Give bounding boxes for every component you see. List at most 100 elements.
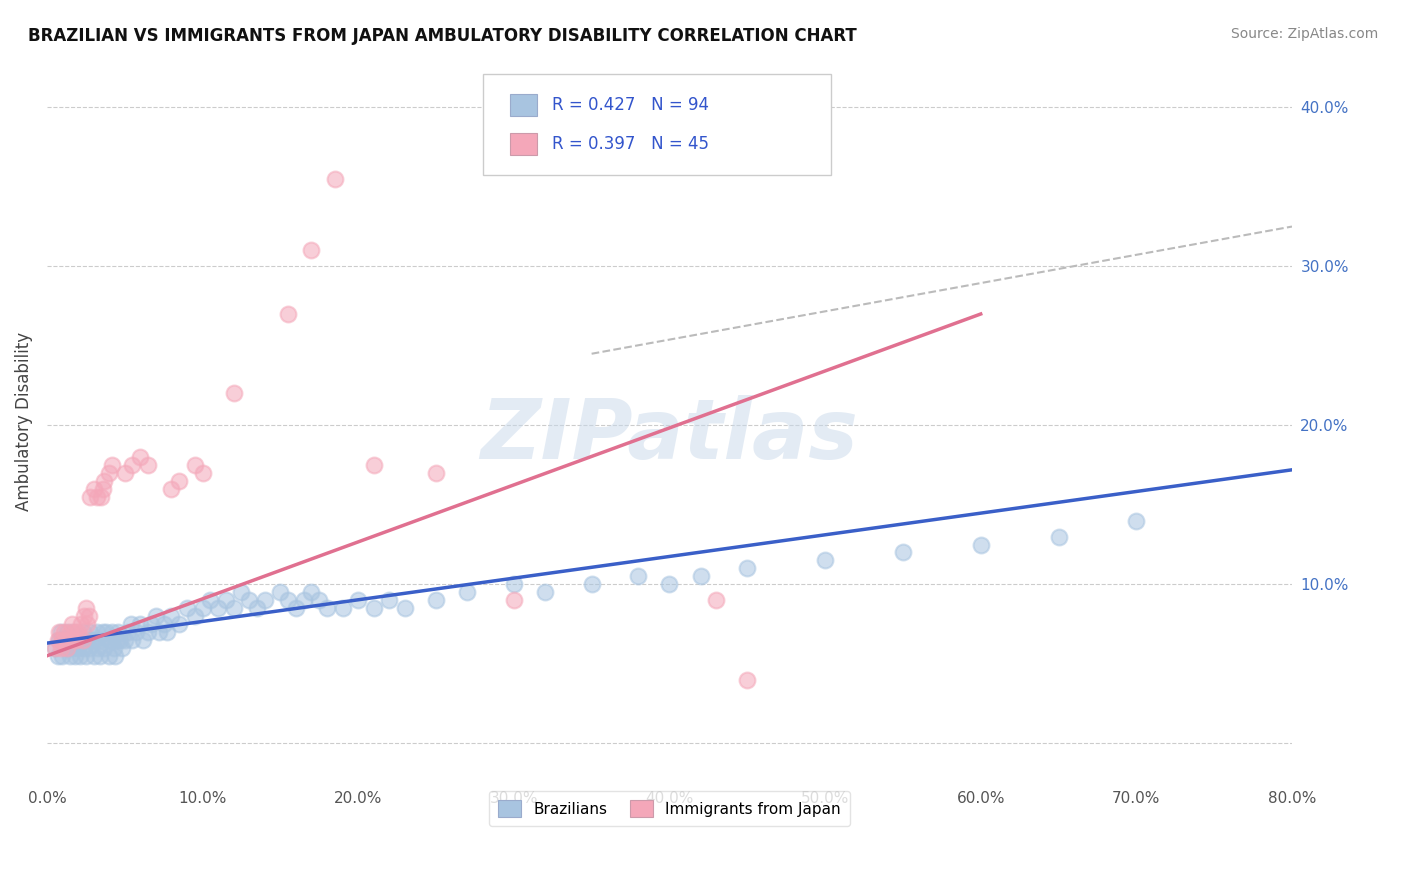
Point [73, 609, 96, 624]
Point [301, 585, 323, 599]
Point [51, 632, 73, 647]
Text: Source: ZipAtlas.com: Source: ZipAtlas.com [1230, 27, 1378, 41]
Point [98, 466, 121, 480]
Point [79, 625, 101, 640]
Point [308, 593, 330, 607]
Point [73, 640, 96, 655]
Point [59, 625, 82, 640]
Point [66, 625, 89, 640]
Point [93, 640, 115, 655]
Point [76, 617, 98, 632]
Point [167, 617, 190, 632]
Point [83, 482, 105, 496]
Point [456, 585, 478, 599]
Point [160, 609, 183, 624]
Point [89, 648, 111, 663]
Point [332, 601, 354, 615]
Point [502, 593, 524, 607]
Point [269, 585, 291, 599]
Point [55, 632, 77, 647]
Point [56, 625, 79, 640]
Point [105, 632, 128, 647]
Point [277, 593, 299, 607]
Point [184, 458, 207, 472]
FancyBboxPatch shape [482, 74, 831, 176]
Point [246, 601, 269, 615]
Point [77, 640, 100, 655]
Point [191, 466, 214, 480]
Point [378, 593, 401, 607]
Point [222, 601, 245, 615]
Point [200, 593, 222, 607]
Point [121, 632, 143, 647]
Point [238, 593, 260, 607]
Point [231, 585, 253, 599]
Point [502, 577, 524, 591]
Point [65, 632, 87, 647]
Point [253, 593, 276, 607]
Point [316, 601, 339, 615]
Point [104, 648, 127, 663]
Point [48, 632, 70, 647]
Point [347, 593, 370, 607]
Point [65, 632, 87, 647]
Point [184, 609, 207, 624]
Point [86, 625, 108, 640]
Point [152, 617, 174, 632]
Text: BRAZILIAN VS IMMIGRANTS FROM JAPAN AMBULATORY DISABILITY CORRELATION CHART: BRAZILIAN VS IMMIGRANTS FROM JAPAN AMBUL… [28, 27, 856, 45]
Point [129, 617, 152, 632]
Point [627, 569, 650, 583]
Point [62, 632, 84, 647]
Point [98, 648, 121, 663]
Point [87, 640, 110, 655]
Point [114, 632, 136, 647]
Point [44, 640, 66, 655]
Point [425, 466, 447, 480]
Point [66, 640, 89, 655]
Point [91, 625, 114, 640]
Point [75, 648, 97, 663]
Point [83, 648, 105, 663]
Legend: Brazilians, Immigrants from Japan: Brazilians, Immigrants from Japan [489, 791, 851, 826]
Point [62, 625, 84, 640]
Point [970, 537, 993, 551]
Point [49, 640, 72, 655]
Point [60, 640, 83, 655]
Point [191, 601, 214, 615]
Point [93, 474, 115, 488]
Point [167, 474, 190, 488]
Point [148, 625, 170, 640]
Point [141, 617, 163, 632]
Point [277, 307, 299, 321]
Point [70, 617, 93, 632]
Point [394, 601, 416, 615]
Point [90, 490, 112, 504]
Point [132, 632, 155, 647]
Point [79, 490, 101, 504]
Point [44, 640, 66, 655]
Point [689, 569, 711, 583]
Point [90, 632, 112, 647]
Point [284, 601, 307, 615]
Point [48, 625, 70, 640]
Point [735, 673, 758, 687]
Point [107, 625, 129, 640]
Point [301, 244, 323, 258]
Point [84, 632, 107, 647]
Point [215, 593, 238, 607]
Point [156, 625, 179, 640]
Point [97, 632, 120, 647]
Point [77, 609, 100, 624]
Point [72, 632, 94, 647]
Point [94, 625, 117, 640]
Point [891, 545, 914, 559]
Point [120, 617, 142, 632]
Point [207, 601, 229, 615]
Text: R = 0.397   N = 45: R = 0.397 N = 45 [553, 135, 710, 153]
Point [363, 601, 385, 615]
Point [129, 450, 152, 464]
Point [69, 648, 91, 663]
Point [63, 648, 86, 663]
Point [101, 625, 124, 640]
Y-axis label: Ambulatory Disability: Ambulatory Disability [15, 332, 32, 511]
